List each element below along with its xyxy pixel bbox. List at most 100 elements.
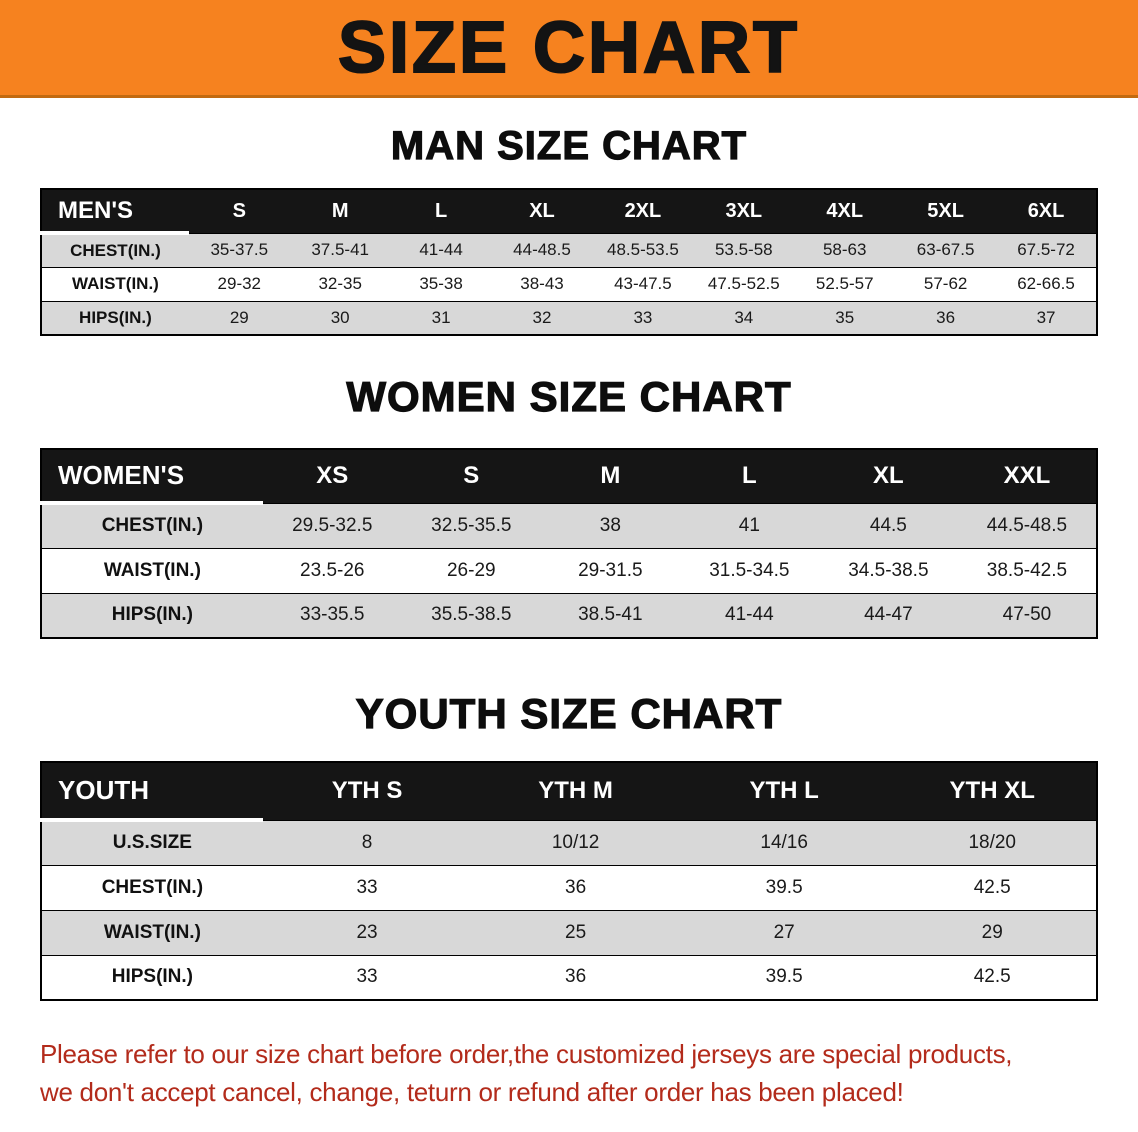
size-value-cell: 32-35 (289, 266, 391, 302)
size-header-cell: M (289, 188, 391, 234)
size-value-cell: 44.5 (818, 502, 958, 549)
size-header-cell: XL (818, 448, 958, 504)
row-label-cell: CHEST(IN.) (41, 864, 263, 911)
size-header-cell: XXL (957, 448, 1097, 504)
table-header-row: WOMEN'S XS S M L XL XXL (41, 448, 1097, 505)
size-value-cell: 29.5-32.5 (262, 502, 402, 549)
youth-size-chart-heading: YOUTH SIZE CHART (355, 690, 783, 737)
size-value-cell: 26-29 (401, 547, 541, 594)
size-value-cell: 27 (679, 909, 889, 956)
size-value-cell: 29 (888, 909, 1097, 956)
disclaimer-text: Please refer to our size chart before or… (40, 1035, 1138, 1111)
size-value-cell: 36 (471, 864, 680, 911)
row-label-cell: HIPS(IN.) (41, 592, 263, 639)
size-value-cell: 33 (592, 300, 694, 336)
size-value-cell: 34 (693, 300, 795, 336)
size-value-cell: 36 (471, 954, 680, 1001)
size-value-cell: 39.5 (679, 864, 889, 911)
table-header-row: MEN'S S M L XL 2XL 3XL 4XL 5XL 6XL (41, 188, 1097, 235)
size-header-cell: L (390, 188, 492, 234)
table-title-cell: MEN'S (41, 188, 189, 235)
table-row: CHEST(IN.) 29.5-32.5 32.5-35.5 38 41 44.5 44.5… (41, 502, 1097, 549)
women-size-chart-section: WOMEN SIZE CHART WOMEN'S XS S M L XL XXL CHEST(… (0, 375, 1138, 639)
youth-size-table: YOUTH YTH S YTH M YTH L YTH XL U.S.SIZE 8 10/12… (40, 761, 1098, 1001)
size-value-cell: 31 (390, 300, 492, 336)
size-value-cell: 29 (188, 300, 290, 336)
size-value-cell: 44-48.5 (491, 232, 593, 268)
men-size-table: MEN'S S M L XL 2XL 3XL 4XL 5XL 6XL CHEST(IN.) 35-37… (40, 188, 1098, 336)
man-size-chart-heading: MAN SIZE CHART (390, 124, 748, 168)
size-value-cell: 29-31.5 (540, 547, 680, 594)
size-header-cell: YTH L (679, 761, 889, 821)
row-label-cell: WAIST(IN.) (41, 909, 263, 956)
size-value-cell: 31.5-34.5 (679, 547, 819, 594)
women-size-table: WOMEN'S XS S M L XL XXL CHEST(IN.) 29.5-32.5 32.5… (40, 448, 1098, 639)
row-label-cell: WAIST(IN.) (41, 266, 189, 302)
size-value-cell: 58-63 (794, 232, 896, 268)
size-value-cell: 35-37.5 (188, 232, 290, 268)
man-size-chart-section: MAN SIZE CHART MEN'S S M L XL 2XL 3XL 4XL 5XL 6XL… (0, 124, 1138, 336)
size-value-cell: 8 (262, 819, 472, 866)
size-value-cell: 32.5-35.5 (401, 502, 541, 549)
size-header-cell: L (679, 448, 819, 504)
size-value-cell: 29-32 (188, 266, 290, 302)
size-header-cell: 3XL (693, 188, 795, 234)
size-value-cell: 36 (895, 300, 997, 336)
size-value-cell: 35-38 (390, 266, 492, 302)
disclaimer-line-1: Please refer to our size chart before or… (40, 1039, 1013, 1069)
size-value-cell: 34.5-38.5 (818, 547, 958, 594)
size-value-cell: 48.5-53.5 (592, 232, 694, 268)
disclaimer-line-2: we don't accept cancel, change, teturn o… (40, 1077, 904, 1107)
size-value-cell: 10/12 (471, 819, 680, 866)
size-value-cell: 44.5-48.5 (957, 502, 1097, 549)
row-label-cell: U.S.SIZE (41, 819, 263, 866)
size-value-cell: 44-47 (818, 592, 958, 639)
size-value-cell: 33-35.5 (262, 592, 402, 639)
size-value-cell: 42.5 (888, 954, 1097, 1001)
size-header-cell: 5XL (895, 188, 997, 234)
size-value-cell: 37.5-41 (289, 232, 391, 268)
size-value-cell: 23.5-26 (262, 547, 402, 594)
size-header-cell: YTH M (471, 761, 680, 821)
size-header-cell: S (401, 448, 541, 504)
size-value-cell: 53.5-58 (693, 232, 795, 268)
size-value-cell: 38-43 (491, 266, 593, 302)
size-value-cell: 14/16 (679, 819, 889, 866)
size-value-cell: 38.5-41 (540, 592, 680, 639)
banner: SIZE CHART (0, 0, 1138, 98)
size-value-cell: 62-66.5 (996, 266, 1097, 302)
size-header-cell: 2XL (592, 188, 694, 234)
size-value-cell: 38.5-42.5 (957, 547, 1097, 594)
row-label-cell: HIPS(IN.) (41, 954, 263, 1001)
size-header-cell: M (540, 448, 680, 504)
youth-size-chart-section: YOUTH SIZE CHART YOUTH YTH S YTH M YTH L YTH… (0, 690, 1138, 1001)
size-value-cell: 25 (471, 909, 680, 956)
table-row: HIPS(IN.) 33-35.5 35.5-38.5 38.5-41 41-44 44-… (41, 592, 1097, 639)
size-value-cell: 67.5-72 (996, 232, 1097, 268)
table-title-cell: YOUTH (41, 761, 263, 822)
size-value-cell: 41-44 (390, 232, 492, 268)
table-row: WAIST(IN.) 23.5-26 26-29 29-31.5 31.5-34.5 34… (41, 547, 1097, 594)
size-value-cell: 41 (679, 502, 819, 549)
size-value-cell: 47-50 (957, 592, 1097, 639)
table-row: HIPS(IN.) 29 30 31 32 33 34 35 36 37 (41, 300, 1097, 336)
size-value-cell: 39.5 (679, 954, 889, 1001)
size-value-cell: 42.5 (888, 864, 1097, 911)
size-value-cell: 35.5-38.5 (401, 592, 541, 639)
row-label-cell: CHEST(IN.) (41, 232, 189, 268)
size-header-cell: XL (491, 188, 593, 234)
size-value-cell: 23 (262, 909, 472, 956)
size-header-cell: YTH XL (888, 761, 1097, 821)
size-header-cell: S (188, 188, 290, 234)
size-value-cell: 33 (262, 954, 472, 1001)
table-row: WAIST(IN.) 23 25 27 29 (41, 909, 1097, 956)
size-header-cell: 6XL (996, 188, 1097, 234)
size-header-cell: 4XL (794, 188, 896, 234)
size-value-cell: 57-62 (895, 266, 997, 302)
size-value-cell: 38 (540, 502, 680, 549)
size-value-cell: 33 (262, 864, 472, 911)
size-value-cell: 52.5-57 (794, 266, 896, 302)
row-label-cell: WAIST(IN.) (41, 547, 263, 594)
size-value-cell: 41-44 (679, 592, 819, 639)
